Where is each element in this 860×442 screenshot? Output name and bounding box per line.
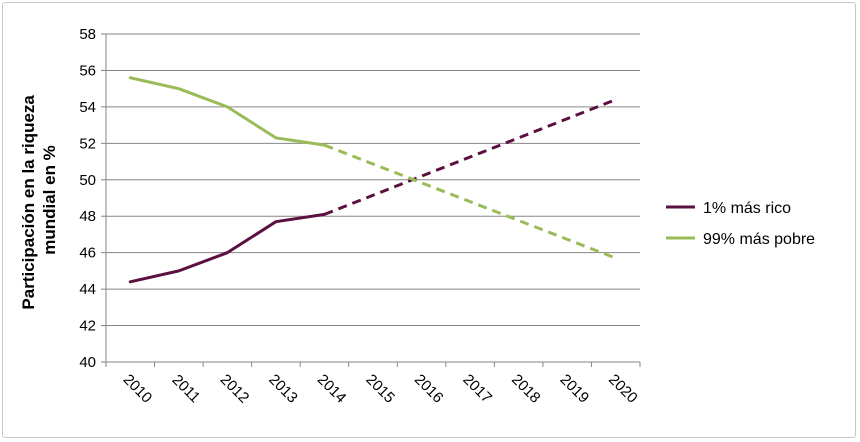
x-tick-label: 2015	[362, 371, 398, 407]
y-tick-label: 50	[79, 172, 96, 189]
x-tick-label: 2016	[411, 371, 447, 407]
y-tick-label: 58	[79, 26, 96, 43]
x-tick-label: 2017	[459, 371, 495, 407]
legend: 1% más rico 99% más pobre	[666, 200, 815, 248]
x-tick-label: 2020	[605, 371, 641, 407]
y-tick-label: 44	[79, 281, 96, 298]
y-axis-title-line-1: Participación en la riqueza	[19, 95, 38, 310]
chart-frame	[2, 2, 856, 438]
y-tick-label: 40	[79, 354, 96, 371]
gridlines	[106, 33, 640, 327]
series-line-actual-1	[128, 76, 326, 147]
y-tick-labels: 40 42 44 46 48 50 52 54 56 58	[79, 26, 96, 371]
y-tick-label: 42	[79, 318, 96, 335]
y-tick-label: 48	[79, 208, 96, 225]
x-tick-label: 2019	[557, 371, 593, 407]
x-tick-label: 2014	[314, 371, 350, 407]
x-tick-label: 2011	[169, 371, 204, 406]
legend-label-1: 99% más pobre	[703, 231, 815, 248]
y-tick-label: 52	[79, 135, 96, 152]
x-tick-label: 2013	[265, 371, 301, 407]
x-tick-labels: 2010 2011 2012 2013 2014 2015 2016 2017 2018 2019…	[120, 371, 641, 407]
x-tick-label: 2012	[217, 371, 253, 407]
legend-label-0: 1% más rico	[703, 200, 791, 217]
y-tick-label: 54	[79, 99, 96, 116]
x-tick-label: 2010	[120, 371, 156, 407]
x-tick-label: 2018	[508, 371, 544, 407]
series-line-actual-0	[128, 212, 326, 284]
y-axis-title: Participación en la riqueza mundial en %	[19, 90, 59, 309]
axes	[101, 33, 641, 367]
y-tick-label: 56	[79, 62, 96, 79]
series-line-projected-1	[323, 143, 617, 260]
y-axis-title-line-2: mundial en %	[40, 145, 59, 255]
series-lines	[128, 76, 617, 284]
series-line-projected-0	[323, 98, 617, 216]
y-tick-label: 46	[79, 245, 96, 262]
